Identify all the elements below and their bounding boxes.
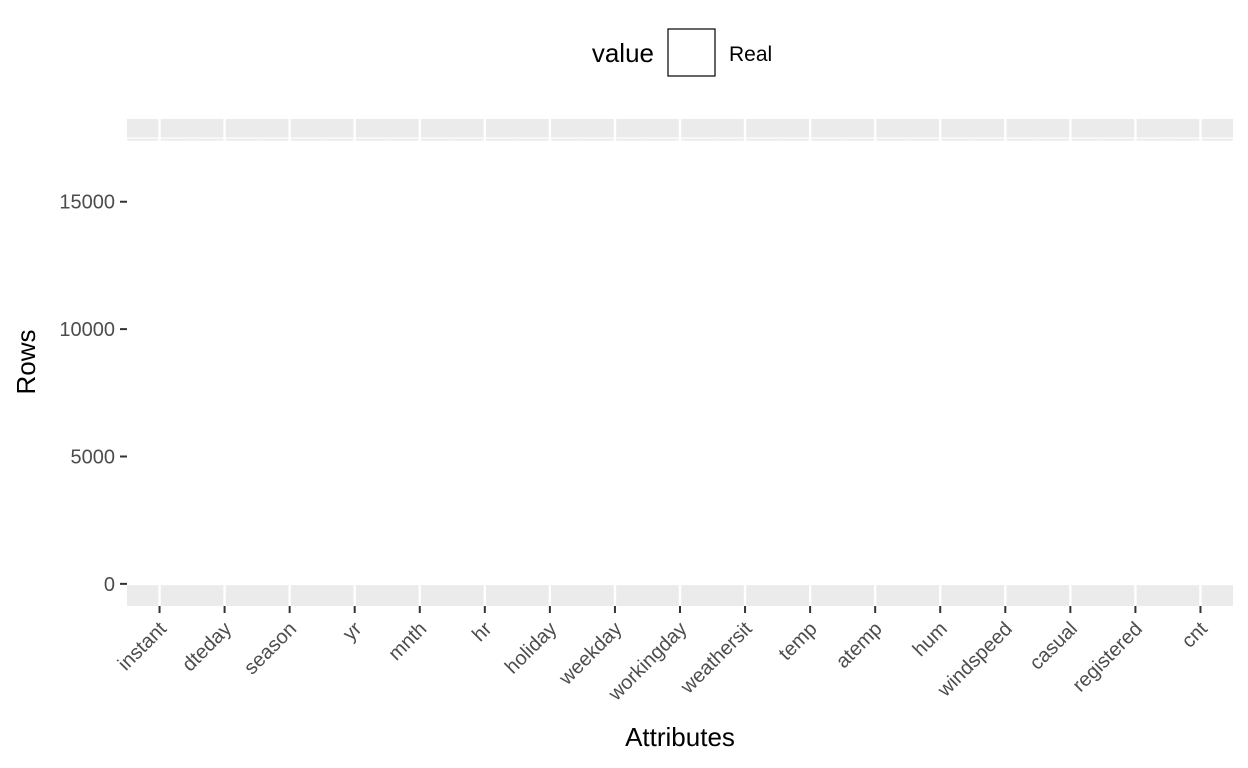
x-tick-label: cnt — [1178, 618, 1213, 653]
bar — [256, 140, 323, 585]
bar — [516, 140, 583, 585]
bar — [191, 140, 258, 585]
x-axis-title: Attributes — [625, 722, 735, 752]
y-tick-label: 10000 — [59, 319, 115, 341]
x-tick-label: temp — [775, 618, 822, 665]
bar — [126, 140, 193, 585]
y-tick-label: 5000 — [71, 446, 116, 468]
x-axis: instant dteday season yr mnth hr holidayweekda… — [114, 606, 1212, 706]
bar — [321, 140, 388, 585]
x-tick-label: registered — [1069, 618, 1147, 696]
y-tick-label: 0 — [104, 574, 115, 596]
x-tick-label: hum — [909, 618, 952, 661]
bar — [1037, 140, 1104, 585]
bar — [647, 140, 713, 585]
bar — [581, 140, 648, 585]
bar — [972, 140, 1039, 585]
x-tick-label: instant — [114, 618, 172, 676]
x-tick-label: season — [240, 618, 301, 679]
bar — [386, 140, 453, 585]
bar — [451, 140, 518, 585]
x-tick-label: dteday — [178, 618, 236, 676]
x-tick-label: hr — [468, 618, 496, 646]
legend: value Real — [592, 28, 772, 77]
legend-label-real: Real — [729, 43, 772, 66]
legend-key-real — [667, 28, 716, 77]
y-tick-label: 15000 — [59, 192, 115, 214]
bar — [842, 140, 909, 585]
y-axis: 0 5000 10000 15000 — [59, 192, 127, 596]
bar — [907, 140, 974, 585]
x-tick-label: weathersit — [676, 618, 757, 699]
bar — [712, 140, 779, 585]
legend-title: value — [592, 38, 654, 68]
x-tick-label: holiday — [501, 618, 561, 678]
y-axis-title: Rows — [11, 329, 41, 394]
x-tick-label: mnth — [384, 618, 431, 665]
bars — [126, 140, 1234, 585]
x-tick-label: casual — [1025, 618, 1081, 674]
bar — [777, 140, 844, 585]
x-tick-label: atemp — [832, 618, 887, 673]
bar — [1102, 140, 1169, 585]
x-tick-label: yr — [339, 618, 367, 646]
bar — [1167, 140, 1234, 585]
